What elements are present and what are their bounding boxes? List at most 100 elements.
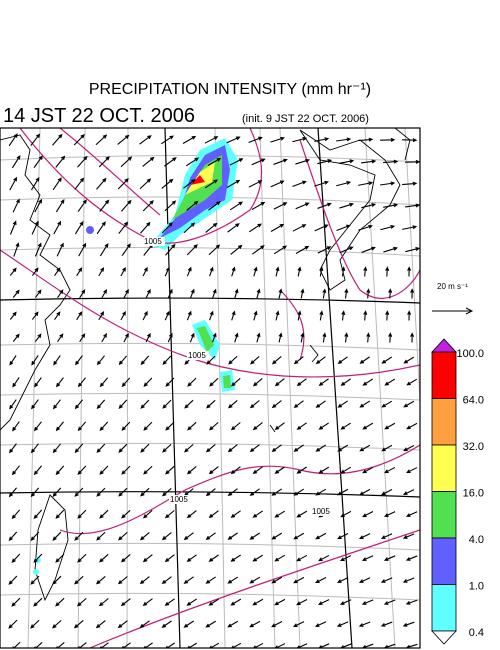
wind-arrow [273, 245, 288, 255]
wind-arrow [293, 488, 305, 496]
wind-arrow [57, 289, 64, 299]
wind-arrow [405, 247, 420, 253]
wind-arrow [336, 181, 352, 187]
wind-arrow [380, 137, 396, 142]
wind-arrow [142, 310, 148, 321]
wind-arrow [53, 355, 61, 366]
wind-arrow [248, 136, 263, 143]
wind-arrow [33, 597, 43, 607]
wind-arrow [165, 377, 175, 387]
wind-arrow [227, 444, 238, 453]
wind-arrow [319, 266, 324, 277]
wind-arrow [120, 554, 131, 563]
wind-arrow [380, 577, 393, 583]
wind-arrow [385, 266, 390, 277]
wind-arrow [98, 156, 110, 168]
wind-arrow [406, 467, 418, 473]
wind-arrow [76, 311, 83, 321]
wind-arrow [12, 333, 20, 342]
wind-arrow [300, 288, 305, 299]
wind-arrow [295, 245, 310, 254]
isobar-label: 1005 [170, 495, 188, 504]
wind-arrow [209, 266, 214, 277]
wind-arrow [34, 242, 42, 257]
wind-arrow [340, 643, 352, 648]
wind-arrow [381, 489, 393, 496]
wind-arrow [118, 487, 128, 497]
wind-arrow [204, 136, 219, 144]
isobar-label-bg [187, 351, 209, 360]
wind-arrow [52, 177, 62, 191]
wind-arrow [231, 377, 241, 387]
wind-arrow [8, 531, 18, 542]
wind-arrow [165, 465, 175, 475]
wind-arrow [322, 288, 327, 299]
wind-arrow [57, 333, 64, 343]
wind-arrow [56, 242, 64, 257]
wind-arrow [77, 509, 87, 519]
colorbar: 100.0 64.0 32.0 16.0 4.0 1.0 0.4 [431, 338, 484, 645]
valid-time: 14 JST 22 OCT. 2006 [3, 105, 195, 127]
wind-arrow [140, 443, 150, 453]
wind-arrow [96, 221, 106, 235]
wind-arrow [95, 575, 106, 585]
wind-arrow [361, 159, 377, 164]
wind-arrow [406, 378, 418, 386]
wind-arrow [117, 620, 128, 629]
wind-arrow [252, 466, 263, 474]
wind-arrow [189, 332, 195, 343]
wind-arrow [74, 575, 84, 585]
wind-arrow [405, 159, 420, 164]
coastline [0, 128, 411, 602]
wind-arrow [99, 377, 109, 388]
wind-arrow [402, 489, 415, 495]
wind-arrow [167, 332, 173, 343]
wind-arrow [209, 377, 219, 387]
wind-arrow [76, 267, 83, 277]
wind-arrow [273, 202, 288, 210]
wind-arrow [205, 444, 216, 453]
wind-arrow [11, 154, 21, 169]
wind-arrow [140, 221, 151, 234]
colorbar-segment [431, 398, 457, 446]
isobar-label: 1005 [312, 507, 330, 516]
wind-arrow [339, 202, 354, 209]
wind-arrow [33, 155, 43, 169]
wind-arrow [363, 266, 368, 277]
wind-arrow [186, 510, 197, 519]
colorbar-segment [431, 537, 457, 585]
wind-arrow [337, 444, 349, 452]
wind-arrow [271, 488, 282, 496]
wind-arrow [230, 466, 241, 475]
wind-arrow [99, 465, 109, 475]
wind-arrow [314, 621, 327, 627]
wind-arrow [9, 267, 17, 276]
wind-arrow [164, 554, 175, 563]
wind-arrow [53, 220, 62, 235]
wind-arrow [274, 422, 285, 431]
wind-arrow [402, 138, 418, 143]
wind-arrow [358, 181, 374, 186]
wind-arrow [96, 531, 106, 541]
wind-arrow [293, 532, 305, 540]
wind-arrow [101, 289, 108, 299]
wind-arrow [317, 599, 330, 605]
wind-arrow [162, 399, 172, 409]
wind-arrow [33, 509, 43, 520]
wind-arrow [12, 421, 20, 432]
wind-arrow [344, 288, 349, 299]
wind-arrow [55, 421, 64, 432]
wind-arrow [96, 177, 107, 190]
wind-arrow [34, 198, 43, 213]
wind-arrow [256, 288, 261, 299]
wind-arrow [8, 575, 18, 585]
wind-arrow [293, 400, 304, 409]
wind-arrow [226, 136, 241, 144]
wind-arrow [120, 310, 126, 321]
wind-arrow [98, 267, 105, 277]
wind-arrow [359, 356, 370, 364]
wind-arrow [184, 443, 194, 453]
wind-arrow [9, 311, 17, 320]
wind-arrow [275, 310, 280, 321]
wind-arrow [77, 377, 86, 388]
